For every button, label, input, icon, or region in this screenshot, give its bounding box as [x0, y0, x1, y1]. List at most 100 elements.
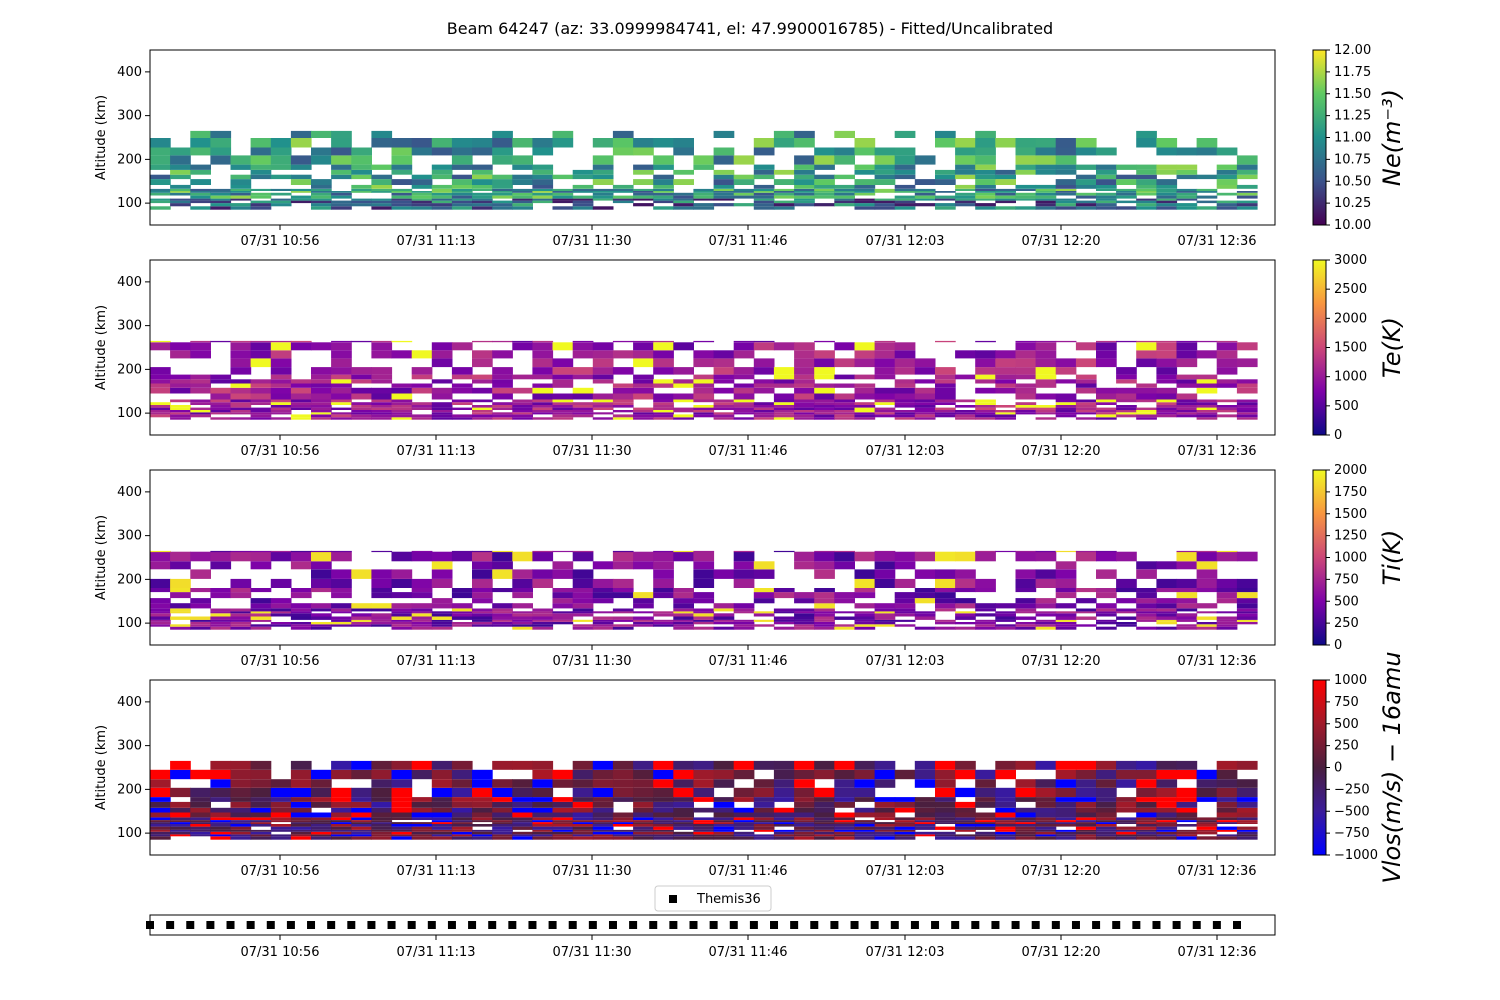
heatmap-cell — [1136, 779, 1157, 788]
heatmap-cell — [773, 206, 795, 210]
heatmap-cell — [914, 358, 936, 368]
heatmap-cell — [733, 578, 755, 588]
heatmap-cell — [411, 812, 433, 818]
heatmap-cell — [411, 417, 433, 420]
heatmap-cell — [391, 383, 413, 388]
heatmap-cell — [572, 824, 594, 827]
heatmap-cell — [814, 801, 835, 808]
heatmap-cell — [170, 383, 191, 388]
heatmap-cell — [935, 817, 956, 820]
heatmap-cell — [773, 807, 795, 813]
heatmap-cell — [914, 192, 936, 196]
heatmap-cell — [1055, 367, 1077, 375]
heatmap-cell — [753, 801, 775, 808]
heatmap-cell — [794, 130, 815, 138]
heatmap-cell — [753, 826, 775, 830]
heatmap-cell — [492, 379, 513, 384]
heatmap-cell — [391, 198, 413, 201]
heatmap-cell — [311, 613, 332, 617]
heatmap-cell — [1236, 407, 1258, 410]
heatmap-cell — [914, 407, 936, 410]
heatmap-cell — [1136, 358, 1157, 368]
heatmap-cell — [995, 836, 1016, 840]
heatmap-cell — [451, 164, 473, 170]
heatmap-cell — [391, 807, 413, 813]
heatmap-cell — [874, 188, 896, 191]
heatmap-cell — [532, 834, 554, 837]
heatmap-cell — [250, 340, 272, 343]
heatmap-cell — [150, 414, 171, 418]
heatmap-cell — [874, 350, 896, 359]
heatmap-cell — [1096, 195, 1117, 199]
heatmap-cell — [814, 824, 835, 827]
heatmap-cell — [1156, 578, 1178, 588]
heatmap-cell — [1136, 613, 1157, 617]
heatmap-cell — [1196, 407, 1218, 410]
heatmap-cell — [170, 184, 191, 189]
heatmap-cell — [1055, 358, 1077, 368]
heatmap-cell — [150, 550, 171, 553]
heatmap-cell — [190, 412, 211, 415]
heatmap-cell — [351, 417, 372, 420]
heatmap-cell — [472, 817, 493, 820]
heatmap-cell — [552, 834, 574, 837]
heatmap-cell — [250, 412, 272, 415]
heatmap-cell — [854, 407, 876, 410]
heatmap-cell — [270, 834, 292, 837]
heatmap-cell — [612, 624, 634, 627]
heatmap-cell — [150, 551, 171, 562]
heatmap-cell — [713, 820, 735, 823]
heatmap-cell — [391, 797, 413, 802]
heatmap-cell — [250, 760, 272, 770]
heatmap-cell — [955, 611, 976, 614]
heatmap-cell — [955, 138, 976, 148]
heatmap-cell — [955, 203, 976, 207]
heatmap-cell — [592, 417, 614, 420]
heatmap-cell — [1156, 179, 1178, 185]
themis-marker — [307, 921, 316, 929]
heatmap-cell — [693, 817, 715, 820]
heatmap-cell — [894, 807, 916, 813]
heatmap-cell — [290, 402, 312, 405]
heatmap-cell — [612, 184, 634, 189]
heatmap-cell — [1116, 826, 1137, 830]
heatmap-cell — [975, 188, 996, 191]
heatmap-cell — [190, 198, 211, 201]
heatmap-cell — [190, 769, 211, 780]
heatmap-cell — [1116, 801, 1137, 808]
heatmap-cell — [431, 138, 453, 148]
heatmap-cell — [572, 820, 594, 823]
heatmap-cell — [331, 138, 352, 148]
heatmap-cell — [270, 824, 292, 827]
heatmap-cell — [1055, 797, 1077, 802]
heatmap-cell — [411, 198, 433, 201]
heatmap-cell — [653, 195, 674, 199]
heatmap-cell — [1096, 412, 1117, 415]
heatmap-cell — [250, 797, 272, 802]
heatmap-cell — [572, 402, 594, 405]
heatmap-cell — [894, 358, 916, 368]
colorbar-gradient — [1312, 679, 1327, 856]
heatmap-cell — [1035, 624, 1057, 627]
heatmap-cell — [1136, 561, 1157, 570]
heatmap-cell — [1216, 184, 1238, 189]
heatmap-cell — [733, 550, 755, 553]
heatmap-cell — [250, 831, 272, 835]
heatmap-cell — [673, 379, 694, 384]
heatmap-cell — [1176, 147, 1198, 156]
heatmap-cell — [552, 407, 574, 410]
heatmap-cell — [411, 829, 433, 832]
colorbar-gradient — [1312, 469, 1327, 646]
heatmap-cell — [874, 374, 896, 380]
heatmap-cell — [874, 561, 896, 570]
heatmap-cell — [995, 367, 1016, 375]
heatmap-cell — [955, 164, 976, 170]
heatmap-cell — [230, 834, 252, 837]
heatmap-cell — [592, 626, 614, 630]
heatmap-cell — [693, 769, 715, 780]
heatmap-cell — [411, 203, 433, 207]
heatmap-cell — [190, 787, 211, 798]
heatmap-cell — [894, 203, 916, 207]
heatmap-cell — [512, 342, 533, 351]
heatmap-cell — [371, 812, 393, 818]
